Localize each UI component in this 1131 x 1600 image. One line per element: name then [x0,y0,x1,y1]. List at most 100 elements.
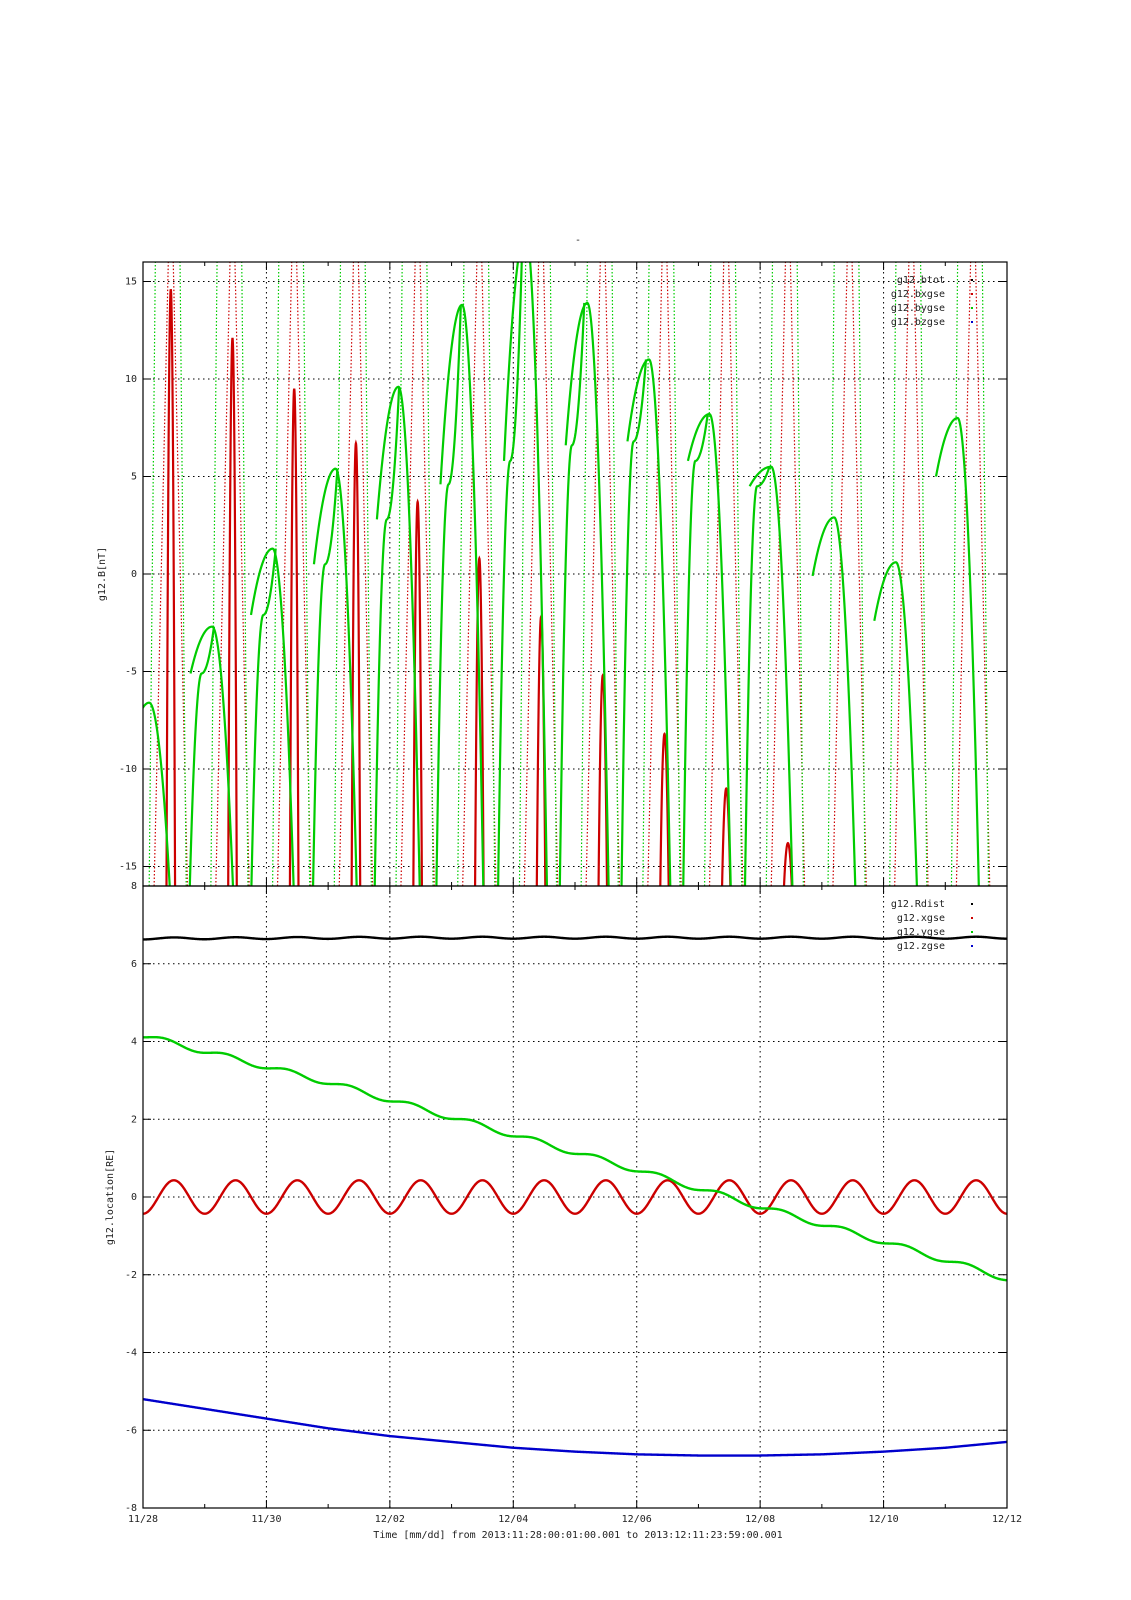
series-bygse-trough [435,304,462,886]
time-axis: 11/28 11/30 12/02 12/04 12/06 12/08 12/10 12/12 [128,1514,1022,1525]
y-tick-label: 6 [131,959,137,970]
series-bxgse-rise [894,262,910,886]
series-bygse-sweep [981,262,990,886]
legend-entry: g12.bxgse [891,289,945,300]
magnetic-field-ylabel: g12.B[nT] [97,547,108,601]
series-bxgse-fall [666,262,682,886]
series-bygse-sweep [950,262,959,886]
x-tick-label: 12/12 [992,1514,1022,1525]
series-bygse-sweep [642,262,650,886]
legend-entry: g12.zgse [897,941,945,952]
series-bygse-peak [249,547,295,886]
y-tick-label: 8 [131,881,137,892]
series-bxgse-rise [153,262,169,886]
y-tick-label: 0 [131,1192,137,1203]
series-bxgse-rise [647,262,663,886]
x-tick-label: 12/08 [745,1514,775,1525]
series-bygse-trough [682,413,709,886]
series-bygse-trough [497,262,523,886]
series-bygse-sweep [920,262,928,886]
series-bygse-trough [620,359,648,886]
y-tick-label: -5 [125,667,137,678]
series-bxgse-fall [481,262,497,886]
y-tick-label: -15 [119,862,137,873]
y-tick-label: 4 [131,1037,137,1048]
magnetic-field-panel: 15 10 5 0 -5 -10 -15 g12.btot g12.bxgse g12.bygs… [97,261,1008,887]
series-bygse-peak [189,625,235,886]
series-bxgse-fall [234,262,250,886]
series-bygse-peak [873,561,918,886]
series-bxgse-peak [288,388,300,886]
y-tick-label: -8 [125,1503,137,1514]
series-bygse-sweep [148,262,156,886]
x-tick-label: 12/04 [498,1514,528,1525]
y-tick-label: -2 [125,1270,137,1281]
series-bxgse-rise [400,262,416,886]
series-bygse-peak [564,301,610,886]
series-bygse-peak [312,467,358,886]
series-bygse-sweep [580,262,588,886]
series-xgse-line [142,1179,1008,1215]
series-bygse-sweep [302,262,311,886]
series-bxgse-rise [523,262,540,886]
series-bygse-trough [558,302,586,886]
location-ticks: 8 6 4 2 0 -2 -4 -6 -8 [125,881,1008,1514]
magnetic-field-series [143,262,991,886]
series-bxgse-fall [789,262,806,886]
legend-entry: g12.ygse [897,927,945,938]
y-tick-label: -4 [125,1348,137,1359]
series-bygse-trough [188,626,216,886]
series-bygse-sweep [210,262,218,886]
series-bxgse-peak [165,289,177,886]
series-bxgse-fall [172,262,189,886]
magnetic-field-plot-area [143,262,991,886]
x-tick-label: 12/10 [869,1514,899,1525]
x-tick-label: 12/02 [375,1514,405,1525]
series-bygse-sweep [827,262,835,886]
y-tick-label: -6 [125,1425,137,1436]
y-tick-label: -10 [119,764,137,775]
y-tick-label: 5 [131,472,137,483]
series-bygse-peak [439,303,485,886]
magnetic-field-grid [143,262,1007,886]
series-bygse-peak [686,412,732,886]
series-bxgse-fall [296,262,312,886]
series-bxgse-fall [851,262,867,886]
series-bygse-sweep [241,262,249,886]
y-tick-label: 15 [125,277,137,288]
series-bygse-sweep [549,262,558,886]
series-bygse-sweep [704,262,712,886]
series-bygse-sweep [272,262,280,886]
series-bygse-trough [250,548,277,886]
series-bxgse-rise [215,262,231,886]
location-legend: g12.Rdist g12.xgse g12.ygse g12.zgse [891,899,973,952]
series-bygse-trough [743,466,771,886]
series-bygse-sweep [457,262,465,886]
series-bygse-peak [748,465,794,886]
series-bxgse-rise [462,262,478,886]
series-bygse-sweep [673,262,681,886]
series-bxgse-peak [350,439,362,886]
legend-entry: g12.bzgse [891,317,945,328]
series-bygse-sweep [364,262,372,886]
series-bygse-peak [811,516,857,886]
series-bygse-sweep [889,262,897,886]
magnetic-field-legend: g12.btot g12.bxgse g12.bygse g12.bzgse [891,275,973,328]
series-bxgse-rise [832,262,848,886]
series-bxgse-fall [542,262,559,886]
location-series [142,935,1008,1457]
legend-entry: g12.bygse [891,303,945,314]
series-bygse-sweep [611,262,619,886]
series-bygse-sweep [395,262,403,886]
figure-title: - [575,235,581,246]
legend-entry: g12.Rdist [891,899,945,910]
location-grid [143,886,1007,1508]
y-tick-label: 2 [131,1114,137,1125]
series-bxgse-fall [357,262,374,886]
series-bxgse-fall [604,262,621,886]
series-bxgse-rise [708,262,725,886]
time-axis-label: Time [mm/dd] from 2013:11:28:00:01:00.00… [373,1530,782,1541]
series-bxgse-rise [585,262,601,886]
